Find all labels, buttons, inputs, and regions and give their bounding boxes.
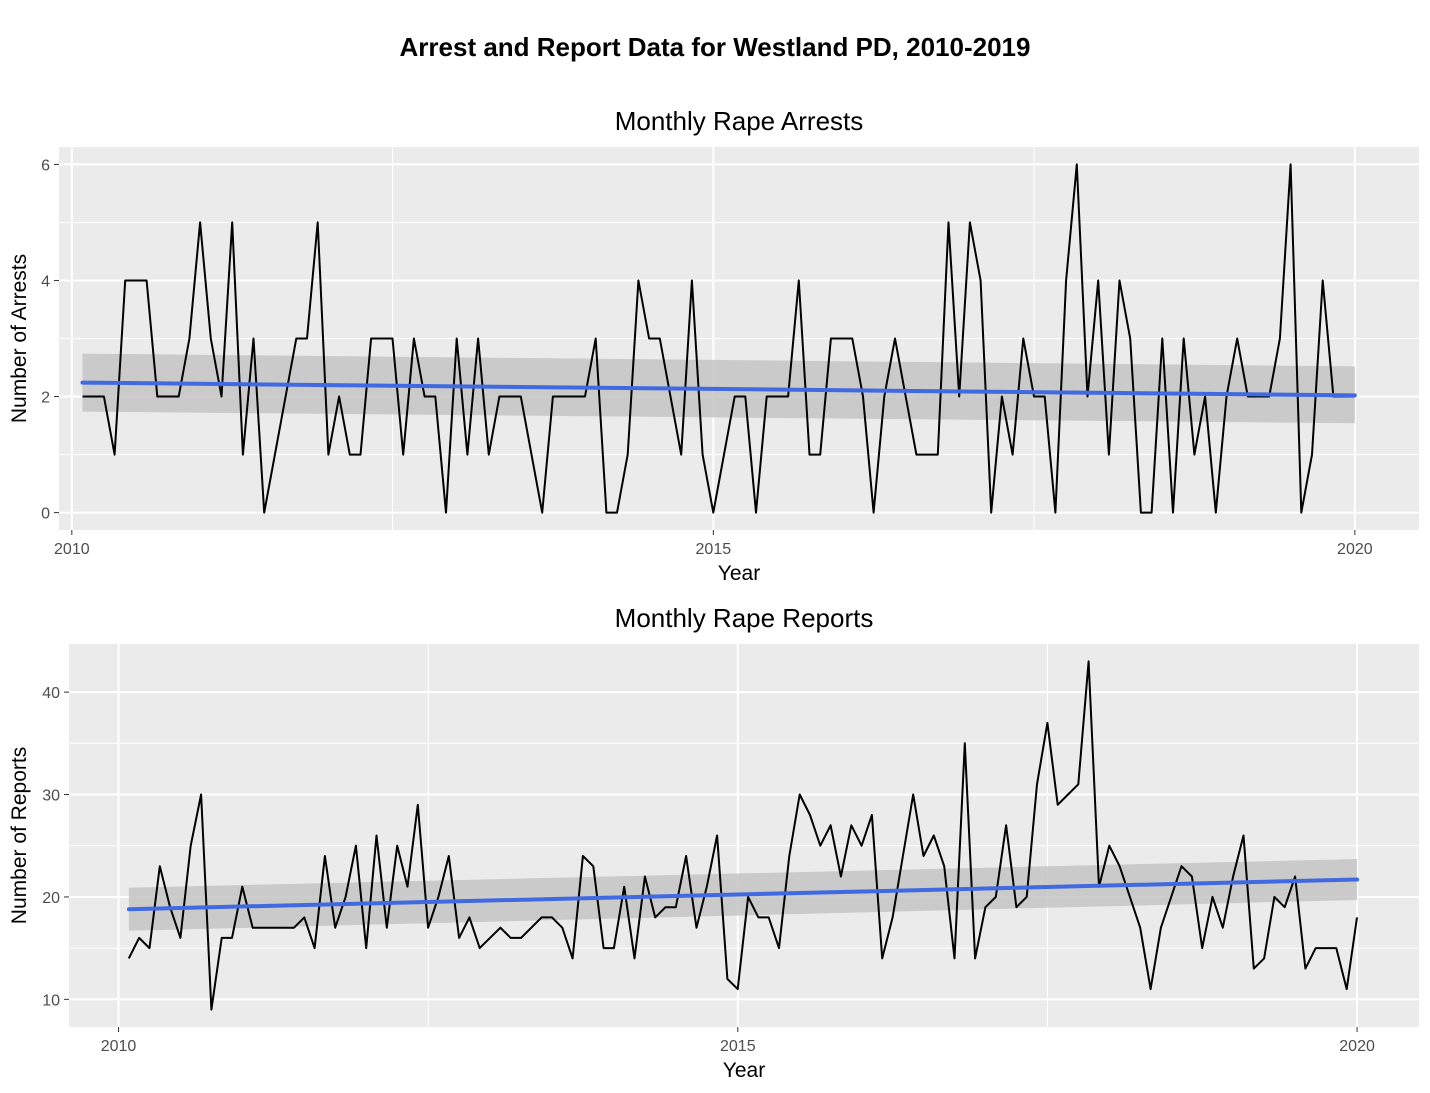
y-tick-label: 6 — [41, 157, 50, 174]
x-tick-label: 2015 — [696, 541, 732, 558]
x-axis-title: Year — [718, 562, 760, 585]
trend-line — [126, 877, 1360, 912]
series-line — [127, 660, 1358, 1011]
x-tick-label: 2010 — [54, 541, 90, 558]
figure-title: Arrest and Report Data for Westland PD, … — [399, 32, 1031, 62]
y-tick-label: 40 — [42, 685, 60, 702]
x-axis-title: Year — [723, 1059, 765, 1082]
trend-line — [80, 380, 1357, 398]
x-tick-label: 2015 — [720, 1038, 756, 1055]
panel-1: 2010 2015 2020 0 2 4 6 Monthly Rape Arrests Year… — [8, 106, 1419, 585]
y-tick-label: 20 — [42, 890, 60, 907]
y-axis-title: Number of Reports — [8, 747, 31, 924]
panel-title: Monthly Rape Arrests — [615, 106, 864, 136]
y-tick-label: 0 — [41, 506, 50, 523]
panel-2: 2010 2015 2020 10 20 30 40 Monthly Rape Reports… — [8, 603, 1419, 1082]
y-axis-title: Number of Arrests — [8, 254, 31, 423]
x-tick-label: 2020 — [1339, 1038, 1375, 1055]
x-tick-label: 2020 — [1337, 541, 1373, 558]
series-line — [82, 163, 1355, 514]
y-tick-label: 4 — [41, 273, 50, 290]
y-tick-label: 10 — [42, 992, 60, 1009]
y-tick-label: 30 — [42, 788, 60, 805]
x-tick-label: 2010 — [101, 1038, 137, 1055]
y-tick-label: 2 — [41, 390, 50, 407]
panel-background — [69, 644, 1419, 1027]
panel-title: Monthly Rape Reports — [615, 603, 874, 633]
